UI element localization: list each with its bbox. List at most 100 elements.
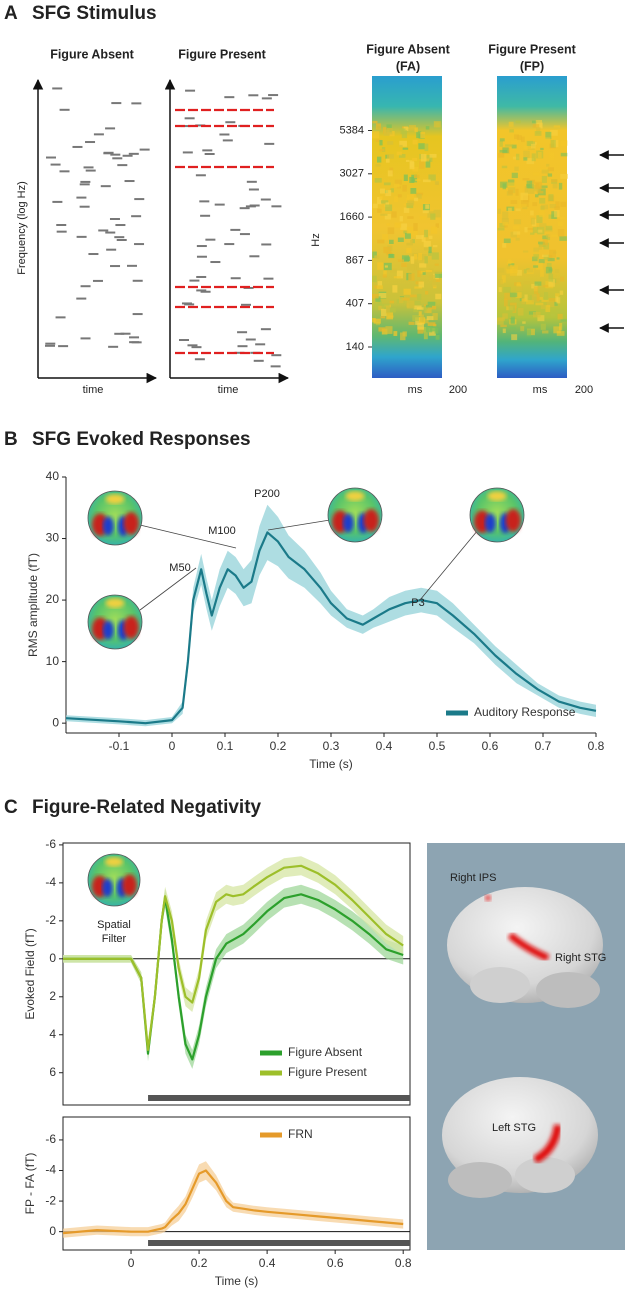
speckle — [376, 123, 381, 130]
speckle — [385, 190, 392, 197]
speckle — [403, 203, 408, 206]
error-band — [63, 1161, 404, 1238]
speckle — [539, 223, 547, 228]
speckle — [414, 174, 420, 179]
speckle — [560, 173, 568, 179]
speckle — [386, 223, 390, 226]
speckle — [527, 228, 534, 231]
speckle — [406, 226, 414, 234]
speckle — [516, 135, 522, 141]
speckle — [398, 154, 406, 158]
speckle — [523, 157, 528, 161]
speckle — [435, 223, 439, 228]
speckle — [532, 312, 541, 318]
speckle — [502, 328, 506, 334]
speckle — [513, 231, 521, 235]
speckle — [560, 140, 568, 146]
x-tick-label: 0.8 — [395, 1256, 412, 1270]
speckle — [546, 262, 552, 269]
panel-letter: C — [4, 797, 18, 818]
speckle — [430, 213, 436, 220]
speckle — [537, 315, 545, 322]
speckle — [404, 232, 411, 239]
speckle — [372, 131, 380, 139]
x-tick-label: 0.3 — [323, 739, 340, 753]
speckle — [535, 194, 539, 198]
speckle — [540, 304, 546, 309]
topography-blob — [102, 516, 114, 536]
speckle — [377, 196, 382, 205]
y-tick-label: 20 — [46, 592, 60, 606]
x-tick-label: 0 — [169, 739, 176, 753]
schematic-title: Figure Absent — [50, 47, 134, 61]
speckle — [544, 137, 551, 141]
speckle — [381, 328, 388, 335]
speckle — [502, 243, 507, 248]
speckle — [418, 311, 422, 317]
speckle — [417, 326, 424, 334]
speckle — [397, 259, 405, 262]
speckle — [560, 152, 568, 157]
speckle — [551, 179, 558, 183]
legend-label: Auditory Response — [474, 705, 576, 719]
speckle — [374, 302, 382, 310]
speckle — [379, 140, 383, 146]
speckle — [391, 211, 397, 218]
speckle — [550, 139, 556, 148]
speckle — [386, 312, 394, 320]
speckle — [413, 223, 418, 231]
speckle — [372, 275, 377, 283]
speckle — [381, 303, 390, 309]
speckle — [397, 194, 402, 198]
topography-blob — [102, 878, 113, 897]
speckle — [509, 292, 518, 298]
speckle — [393, 331, 398, 336]
speckle — [548, 273, 554, 282]
speckle — [377, 281, 383, 286]
schematic-y-label: Frequency (log Hz) — [16, 181, 28, 275]
speckle — [534, 181, 543, 189]
speckle — [414, 127, 418, 133]
speckle — [435, 293, 442, 300]
speckle — [385, 204, 393, 212]
topography-blob — [105, 598, 125, 608]
speckle — [375, 296, 381, 302]
speckle — [425, 204, 430, 209]
speckle — [532, 172, 540, 176]
speckle — [515, 188, 519, 196]
speckle — [415, 179, 421, 182]
speckle — [530, 232, 535, 235]
speckle — [508, 189, 513, 195]
speckle — [435, 334, 440, 340]
speckle — [418, 143, 425, 150]
speckle — [425, 291, 429, 295]
spectrogram-texture: 140 407 867 1660 3027 5384 — [340, 120, 568, 353]
speckle — [554, 301, 558, 306]
speckle — [403, 207, 410, 213]
speckle — [542, 239, 548, 246]
speckle — [526, 329, 532, 337]
speckle — [420, 131, 426, 139]
speckle — [545, 131, 552, 140]
speckle — [497, 267, 505, 273]
speckle — [521, 200, 529, 207]
speckle — [434, 270, 442, 274]
speckle — [520, 326, 525, 332]
speckle — [403, 126, 409, 131]
speckle — [528, 311, 536, 315]
speckle — [531, 153, 536, 162]
speckle — [396, 151, 402, 156]
speckle — [560, 201, 567, 207]
speckle — [386, 158, 390, 163]
speckle — [374, 285, 378, 289]
brain-right — [447, 887, 603, 1008]
speckle — [513, 134, 519, 140]
speckle — [403, 230, 409, 234]
speckle — [428, 328, 436, 336]
speckle — [407, 200, 415, 206]
spectrogram-x-tick: 200 — [575, 384, 593, 396]
speckle — [385, 326, 393, 334]
speckle — [381, 200, 389, 204]
speckle — [413, 308, 419, 313]
speckle — [545, 305, 551, 313]
